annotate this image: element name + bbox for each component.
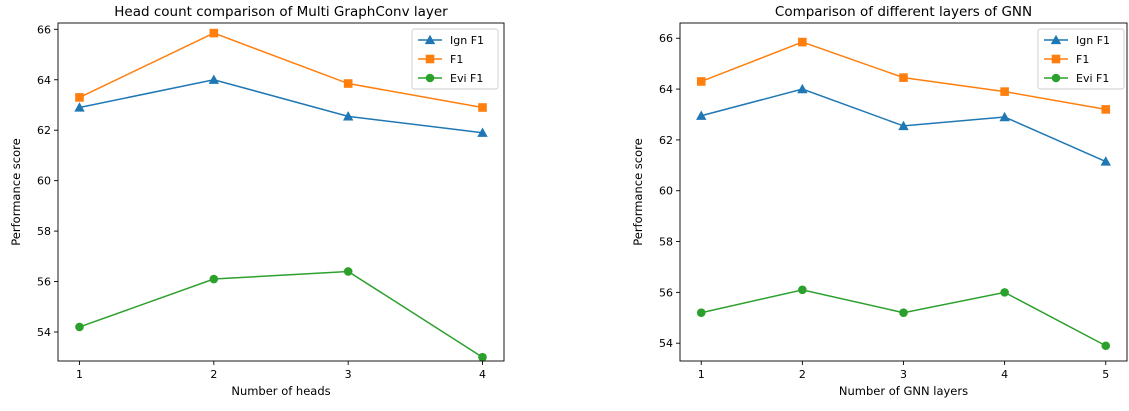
data-point-f1 [75, 93, 84, 102]
y-tick-label: 54 [659, 337, 673, 350]
series-line-evi-f1 [701, 289, 1107, 347]
y-tick-label: 60 [659, 185, 673, 198]
data-point-ign-f1 [208, 74, 220, 84]
data-point-f1 [478, 103, 487, 112]
x-tick-label: 4 [479, 368, 486, 381]
data-point-ign-f1 [797, 83, 808, 94]
x-tick-label: 3 [345, 368, 352, 381]
legend-label-f1: F1 [1076, 53, 1089, 66]
y-tick-label: 66 [659, 32, 673, 45]
legend-label-ign-f1: Ign F1 [1076, 34, 1110, 47]
chart-1: 1 2 3 4 54 56 58 60 62 64 66 Head count comparison … [9, 4, 505, 398]
data-point-evi-f1 [343, 267, 353, 276]
y-tick-label: 62 [659, 134, 673, 147]
x-tick-label: 5 [1102, 368, 1109, 381]
legend-marker-evi-f1 [425, 73, 435, 83]
data-point-evi-f1 [1101, 341, 1111, 351]
legend-marker-evi-f1 [1051, 73, 1061, 83]
data-point-evi-f1 [899, 308, 908, 318]
x-tick-label: 1 [698, 368, 705, 381]
legend-marker-ign-f1 [424, 34, 436, 45]
data-point-evi-f1 [1000, 288, 1009, 297]
x-tick-label: 1 [76, 368, 83, 381]
data-point-ign-f1 [74, 102, 85, 112]
chart-2: 1 2 3 4 5 54 56 58 60 62 64 66 Comparison of differe… [631, 4, 1128, 398]
legend-label-f1: F1 [450, 53, 463, 66]
y-axis-label: Performance score [631, 138, 645, 245]
y-tick-label: 64 [659, 83, 673, 96]
y-tick-label: 54 [37, 326, 51, 339]
data-point-evi-f1 [209, 274, 219, 284]
data-point-ign-f1 [477, 127, 488, 137]
data-point-ign-f1 [999, 111, 1010, 122]
legend-marker-ign-f1 [1050, 34, 1062, 45]
y-tick-label: 58 [659, 236, 673, 249]
legend-label-evi-f1: Evi F1 [450, 72, 483, 85]
data-point-f1 [209, 28, 219, 38]
x-axis-label: Number of heads [231, 384, 330, 398]
data-point-f1 [1000, 87, 1009, 96]
data-point-evi-f1 [478, 352, 487, 362]
legend-label-evi-f1: Evi F1 [1076, 72, 1109, 85]
data-point-ign-f1 [898, 120, 909, 131]
y-tick-label: 58 [37, 225, 51, 238]
data-point-f1 [798, 37, 807, 47]
data-point-f1 [899, 73, 908, 82]
data-point-evi-f1 [75, 322, 84, 332]
x-tick-label: 2 [799, 368, 806, 381]
plot-frame [57, 22, 505, 362]
data-point-f1 [1101, 105, 1111, 114]
series-line-f1 [79, 32, 483, 109]
series-line-ign-f1 [79, 78, 483, 134]
data-point-ign-f1 [342, 111, 354, 121]
legend: Ign F1 F1 Evi F1 [411, 28, 499, 90]
data-point-evi-f1 [798, 285, 807, 295]
y-tick-label: 60 [37, 175, 51, 188]
chart-title: Comparison of different layers of GNN [775, 4, 1032, 20]
legend-label-ign-f1: Ign F1 [450, 34, 484, 47]
legend-marker-f1 [1051, 54, 1061, 64]
data-point-ign-f1 [696, 110, 707, 120]
legend: Ign F1 F1 Evi F1 [1037, 28, 1125, 90]
y-tick-label: 62 [37, 124, 51, 137]
y-tick-label: 56 [659, 286, 673, 299]
y-tick-label: 64 [37, 74, 51, 87]
x-tick-label: 3 [900, 368, 907, 381]
y-tick-label: 66 [37, 23, 51, 36]
legend-marker-f1 [425, 54, 435, 64]
y-tick-label: 56 [37, 276, 51, 289]
series-line-evi-f1 [79, 270, 483, 358]
y-axis-label: Performance score [9, 138, 23, 245]
data-point-f1 [343, 79, 353, 88]
data-point-evi-f1 [696, 308, 706, 318]
data-point-ign-f1 [1100, 156, 1111, 166]
data-point-f1 [696, 77, 706, 86]
x-tick-label: 4 [1001, 368, 1008, 381]
x-axis-label: Number of GNN layers [839, 384, 968, 398]
chart-title: Head count comparison of Multi GraphConv… [114, 4, 448, 20]
x-tick-label: 2 [210, 368, 217, 381]
